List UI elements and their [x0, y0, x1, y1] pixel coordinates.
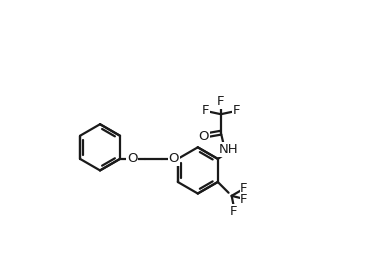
- Text: O: O: [169, 152, 179, 165]
- Text: F: F: [232, 104, 240, 117]
- Text: O: O: [127, 152, 138, 165]
- Text: F: F: [202, 104, 209, 117]
- Text: F: F: [217, 95, 225, 108]
- Text: NH: NH: [219, 143, 238, 156]
- Text: O: O: [199, 130, 209, 143]
- Text: F: F: [240, 182, 248, 195]
- Text: F: F: [240, 193, 248, 206]
- Text: F: F: [230, 205, 238, 218]
